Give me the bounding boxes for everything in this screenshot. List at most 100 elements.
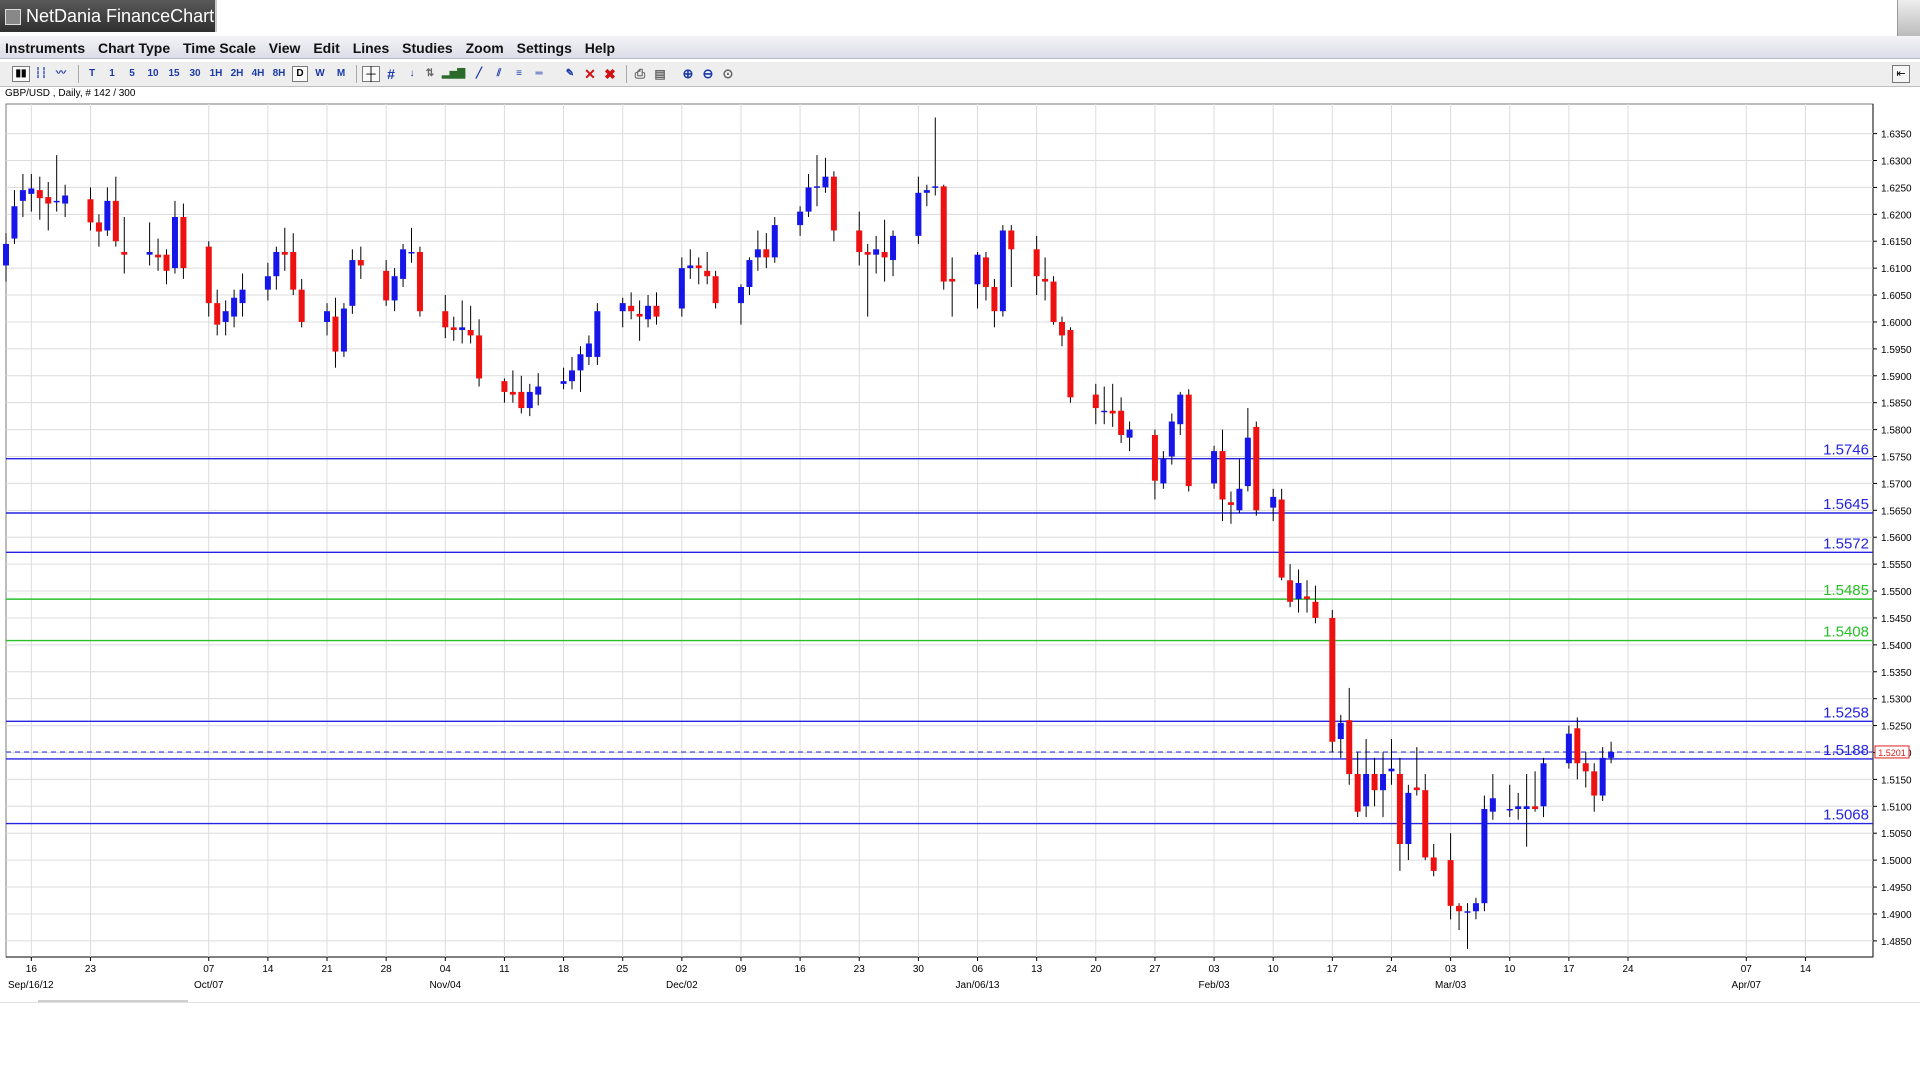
candle-body-down (416, 251, 423, 312)
menu-help[interactable]: Help (584, 40, 616, 56)
edit-line-icon[interactable]: ✎ (565, 68, 575, 79)
y-tick-label: 1.6300 (1881, 157, 1912, 168)
candle-body-down (45, 197, 52, 204)
bar-chart-icon[interactable]: ┆┆ (34, 68, 48, 79)
current-price-label: 1.5201 (1878, 748, 1906, 758)
menu-edit[interactable]: Edit (313, 40, 340, 56)
candle-body-up (1405, 792, 1412, 844)
price-chart[interactable]: 1.6350 1.6300 1.6250 1.6200 1.6150 1.6100 1.60… (0, 100, 1920, 1000)
trendline-icon[interactable]: ╱ (475, 68, 483, 79)
x-tick-label: 30 (913, 964, 925, 975)
candle-body-down (1287, 580, 1294, 602)
timeframe-1h-button[interactable]: 1H (209, 68, 223, 79)
candle-body-down (1278, 499, 1285, 578)
zoom-in-icon[interactable]: ⊕ (682, 66, 694, 81)
timeframe-5-button[interactable]: 5 (129, 68, 135, 79)
x-tick-label: 21 (321, 964, 333, 975)
y-tick-label: 1.5650 (1881, 506, 1912, 517)
footer-divider (0, 1002, 1920, 1003)
chart-instrument-caption: GBP/USD , Daily, # 142 / 300 (5, 88, 136, 99)
timeframe-4h-button[interactable]: 4H (251, 68, 265, 79)
y-tick-label: 1.5750 (1881, 453, 1912, 464)
candle-body-up (1608, 751, 1615, 758)
menu-zoom[interactable]: Zoom (465, 40, 504, 56)
window-corner-control[interactable] (1897, 0, 1920, 36)
timeframe-8h-button[interactable]: 8H (272, 68, 286, 79)
timeframe-weekly-button[interactable]: W (315, 68, 325, 79)
panel-toggle-icon[interactable]: ⇤ (1892, 65, 1910, 83)
timeframe-tick-button[interactable]: T (88, 68, 96, 79)
candle-body-up (1295, 582, 1302, 600)
timeframe-10-button[interactable]: 10 (147, 68, 159, 79)
toolbar-separator (78, 65, 79, 83)
timeframe-monthly-button[interactable]: M (336, 68, 346, 79)
y-tick-label: 1.6000 (1881, 318, 1912, 329)
level-label: 1.5485 (1823, 582, 1869, 599)
zoom-out-icon[interactable]: ⊖ (702, 66, 714, 81)
toolbar-separator (356, 65, 357, 83)
candle-body-up (814, 186, 821, 188)
x-period-label: Nov/04 (429, 980, 461, 991)
candle-body-down (1042, 278, 1049, 282)
menu-lines[interactable]: Lines (352, 40, 390, 56)
candle-body-up (619, 303, 626, 312)
x-period-label: Apr/07 (1732, 980, 1762, 991)
x-tick-label: 14 (262, 964, 274, 975)
x-period-label: Mar/03 (1435, 980, 1467, 991)
current-price-tag (1874, 745, 1910, 759)
zoom-reset-icon[interactable]: ⊙ (722, 66, 734, 81)
delete-icon[interactable]: ✕ (584, 66, 596, 82)
menu-settings[interactable]: Settings (516, 40, 572, 56)
candle-body-down (1151, 434, 1158, 481)
candle-body-down (1033, 249, 1040, 277)
timeframe-30-button[interactable]: 30 (189, 68, 201, 79)
candle-body-up (526, 391, 533, 409)
candle-body-down (467, 330, 474, 336)
candle-body-up (324, 311, 331, 322)
arrow-down-icon[interactable]: ↓ (409, 68, 415, 79)
candle-body-down (636, 313, 643, 317)
candle-body-up (264, 276, 271, 290)
menu-view[interactable]: View (268, 40, 301, 56)
candle-body-up (1523, 806, 1530, 810)
horizontal-scrollbar[interactable] (38, 1000, 188, 1002)
candle-body-up (349, 260, 356, 306)
candle-body-up (1337, 722, 1344, 740)
menu-bar: Instruments Chart Type Time Scale View E… (0, 36, 1920, 59)
timeframe-2h-button[interactable]: 2H (230, 68, 244, 79)
menu-chart-type[interactable]: Chart Type (98, 40, 171, 56)
grid-icon[interactable]: # (387, 66, 395, 82)
menu-instruments[interactable]: Instruments (5, 40, 86, 56)
candle-body-down (1219, 451, 1226, 500)
channel-icon[interactable]: ⫽ (496, 68, 502, 79)
horizontal-line-icon[interactable]: ═ (535, 68, 543, 79)
candlestick-chart-icon[interactable]: ▮▮ (12, 66, 30, 82)
candle-body-up (28, 188, 35, 194)
crosshair-icon[interactable]: ┼ (362, 66, 380, 82)
scale-icon[interactable]: ⇅ (425, 68, 435, 79)
candle-body-up (391, 276, 398, 301)
candle-body-up (1177, 394, 1184, 425)
menu-time-scale[interactable]: Time Scale (183, 40, 256, 56)
candle-body-up (1126, 429, 1133, 438)
timeframe-15-button[interactable]: 15 (168, 68, 180, 79)
line-chart-icon[interactable]: 〰 (56, 68, 66, 79)
x-tick-label: 09 (735, 964, 747, 975)
timeframe-daily-button[interactable]: D (292, 66, 308, 82)
x-tick-label: 20 (1090, 964, 1102, 975)
candle-body-down (1227, 502, 1234, 505)
print-preview-icon[interactable]: ▤ (654, 67, 666, 81)
fibonacci-icon[interactable]: ≡ (516, 68, 522, 79)
candle-body-up (932, 186, 939, 188)
candle-body-up (577, 354, 584, 371)
y-tick-label: 1.5400 (1881, 641, 1912, 652)
menu-studies[interactable]: Studies (402, 40, 453, 56)
y-tick-label: 1.5100 (1881, 802, 1912, 813)
volume-bars-icon[interactable]: ▂▅▇ (442, 68, 466, 79)
print-icon[interactable]: ⎙ (634, 66, 646, 81)
candle-body-down (763, 249, 770, 258)
x-tick-label: 17 (1327, 964, 1339, 975)
delete-all-icon[interactable]: ✖ (604, 66, 616, 82)
candle-body-up (771, 225, 778, 258)
timeframe-1-button[interactable]: 1 (109, 68, 115, 79)
